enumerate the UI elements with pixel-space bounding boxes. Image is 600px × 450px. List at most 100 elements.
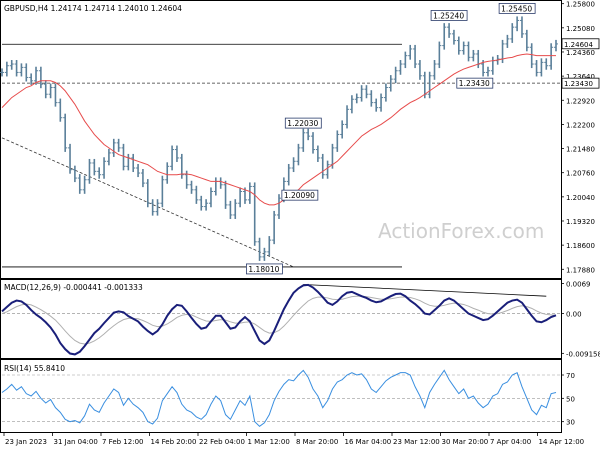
price-bar — [77, 174, 82, 194]
price-bar — [359, 85, 364, 102]
price-bar — [68, 143, 73, 174]
price-bar — [451, 29, 456, 45]
price-bar — [393, 66, 398, 84]
x-tick-label: 7 Apr 04:00 — [490, 438, 531, 446]
price-bar — [277, 194, 281, 219]
price-bar — [4, 61, 9, 77]
price-annotation: 1.20090 — [281, 189, 319, 201]
price-bar — [160, 175, 165, 208]
svg-text:1.23430: 1.23430 — [564, 80, 593, 88]
annotation-label: 1.23430 — [459, 79, 490, 88]
x-tick-label: 1 Mar 12:00 — [248, 438, 290, 446]
price-bar — [417, 60, 422, 80]
x-tick-label: 14 Apr 12:00 — [539, 438, 585, 446]
price-bar — [140, 169, 145, 188]
price-bar — [286, 163, 291, 186]
svg-text:1.24604: 1.24604 — [564, 41, 593, 49]
price-bar — [121, 143, 126, 171]
price-annotation: 1.25240 — [430, 10, 468, 21]
price-bar — [485, 66, 490, 77]
price-bar — [505, 34, 510, 48]
annotation-label: 1.22030 — [287, 119, 318, 128]
x-tick-label: 30 Mar 20:00 — [442, 438, 489, 446]
annotation-label: 1.18010 — [248, 265, 279, 274]
price-bar — [315, 145, 320, 162]
price-bar — [262, 247, 267, 261]
price-bar — [398, 60, 403, 75]
rsi-layer — [1, 369, 561, 427]
chart-header: GBPUSD,H4 1.24174 1.24714 1.24010 1.2460… — [4, 4, 182, 13]
macd-tick-label: -0.009158 — [566, 350, 600, 358]
price-bar — [155, 199, 160, 216]
price-bar — [238, 187, 243, 208]
price-bar — [364, 85, 369, 99]
price-bar — [267, 236, 272, 256]
price-bar — [252, 182, 257, 246]
price-bar — [427, 71, 432, 99]
price-tick-label: 1.21480 — [566, 146, 595, 154]
x-tick-label: 8 Mar 20:00 — [296, 438, 338, 446]
price-annotation: 1.18010 — [246, 263, 283, 275]
annotation-label: 1.25450 — [501, 4, 532, 13]
price-bar — [335, 130, 340, 152]
x-tick-label: 14 Feb 20:00 — [151, 438, 197, 446]
price-bar — [82, 175, 87, 194]
rsi-tick-label: 50 — [566, 395, 575, 403]
price-bar — [136, 163, 141, 178]
price-bar — [111, 138, 116, 157]
price-bar — [150, 199, 155, 216]
price-bar — [92, 158, 97, 176]
price-tick-label: 1.20040 — [566, 194, 595, 202]
price-bar — [53, 83, 58, 107]
price-bar — [466, 41, 471, 62]
price-bar — [388, 75, 393, 92]
price-bar — [345, 105, 350, 129]
price-bar — [442, 23, 447, 50]
price-tick-label: 1.25080 — [566, 25, 595, 33]
trendline — [1, 137, 294, 268]
price-bar — [19, 63, 24, 77]
price-bar — [549, 43, 554, 70]
price-bar — [179, 153, 184, 179]
current-price-tag: 1.24604 — [561, 38, 600, 50]
price-bar — [24, 63, 29, 82]
price-bar — [544, 58, 549, 70]
rsi-line — [1, 369, 557, 427]
price-bar — [519, 16, 524, 38]
price-bar — [257, 237, 262, 261]
price-annotation: 1.22030 — [284, 117, 322, 129]
price-bar — [554, 39, 558, 52]
macd-trendline — [303, 284, 547, 297]
macd-tick-label: 0.00 — [566, 311, 582, 319]
price-bar — [97, 167, 102, 179]
price-bar — [320, 153, 325, 179]
price-bar — [349, 95, 354, 114]
price-bar — [296, 143, 301, 166]
price-bar — [48, 83, 53, 99]
price-bar — [174, 145, 179, 162]
watermark: ActionForex.com — [378, 219, 544, 243]
price-bar — [437, 41, 442, 69]
macd-label: MACD(12,26,9) -0.000441 -0.001333 — [4, 283, 143, 292]
price-bar — [306, 128, 311, 141]
rsi-panel-frame — [0, 359, 562, 433]
price-bar — [106, 148, 111, 166]
price-bar — [116, 138, 121, 152]
price-bar — [524, 29, 529, 52]
price-bar — [432, 60, 437, 80]
price-bar — [165, 162, 170, 184]
price-bar — [29, 73, 34, 85]
price-bar — [87, 158, 92, 184]
price-bar — [72, 165, 77, 183]
price-bar — [233, 199, 238, 219]
price-bar — [208, 187, 213, 208]
price-tick-label: 1.25800 — [566, 1, 595, 9]
price-bar — [43, 80, 48, 99]
price-tick-label: 1.20760 — [566, 170, 595, 178]
rsi-tick-label: 70 — [566, 372, 575, 380]
price-annotation: 1.25450 — [498, 3, 536, 14]
price-bar — [301, 128, 306, 152]
price-bar — [194, 185, 199, 204]
price-bar — [413, 44, 418, 69]
price-bar — [131, 153, 136, 173]
